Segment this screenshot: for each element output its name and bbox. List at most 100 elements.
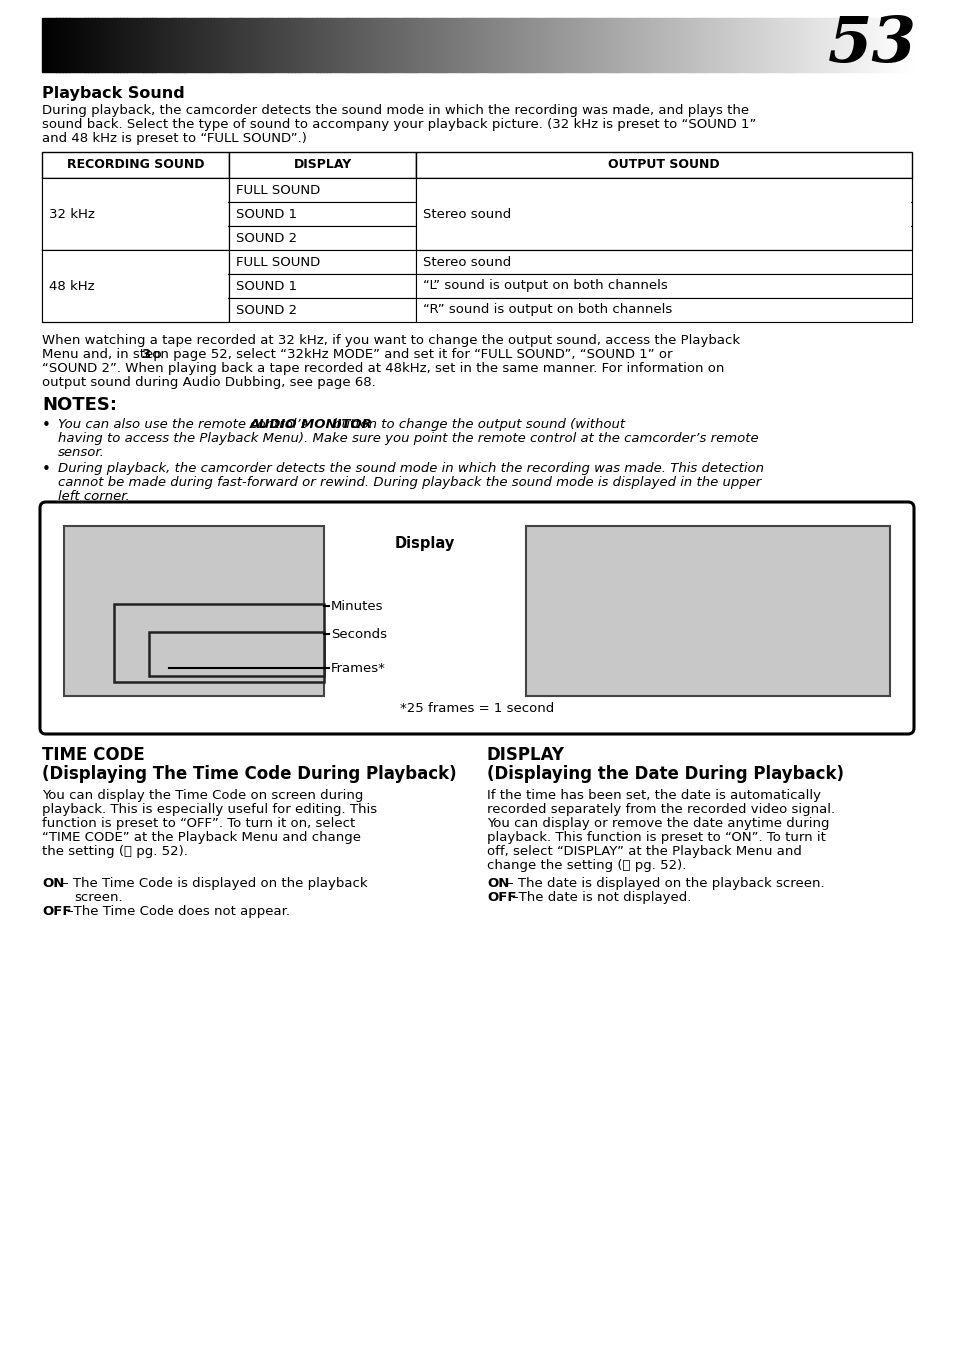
Bar (633, 18, 637, 72)
Bar (746, 18, 749, 72)
Bar (42, 251, 229, 274)
Bar (262, 18, 266, 72)
Text: sound back. Select the type of sound to accompany your playback picture. (32 kHz: sound back. Select the type of sound to … (42, 118, 756, 131)
Text: the setting (⎏ pg. 52).: the setting (⎏ pg. 52). (42, 846, 188, 858)
Text: SOUND 2: SOUND 2 (235, 304, 297, 317)
Bar (876, 18, 880, 72)
Bar (229, 251, 416, 274)
Bar (42, 178, 229, 202)
Text: OFF: OFF (42, 905, 71, 917)
Bar (42, 274, 229, 298)
Bar (65, 18, 69, 72)
Bar (476, 18, 480, 72)
Bar (685, 18, 688, 72)
Bar (627, 18, 631, 72)
Bar (213, 18, 216, 72)
Bar (894, 18, 897, 72)
Bar (760, 18, 763, 72)
Bar (824, 18, 827, 72)
Bar (650, 18, 654, 72)
Text: SOUND 2: SOUND 2 (235, 232, 297, 244)
Text: Frames*: Frames* (331, 661, 385, 675)
Bar (42, 298, 229, 322)
Text: During playback, the camcorder detects the sound mode in which the recording was: During playback, the camcorder detects t… (42, 104, 748, 117)
Text: SOUND 1: SOUND 1 (235, 279, 297, 293)
Bar (613, 18, 616, 72)
Bar (337, 18, 341, 72)
Bar (117, 18, 121, 72)
Bar (552, 18, 556, 72)
Text: FULL SOUND: FULL SOUND (235, 183, 320, 196)
Text: *25 frames = 1 second: *25 frames = 1 second (399, 702, 554, 714)
Bar (268, 18, 272, 72)
Text: OUTPUT SOUND: OUTPUT SOUND (608, 159, 720, 172)
Bar (659, 18, 662, 72)
Bar (390, 18, 393, 72)
Bar (207, 18, 211, 72)
Text: “R” sound is output on both channels: “R” sound is output on both channels (423, 304, 672, 317)
Bar (792, 18, 796, 72)
Bar (442, 18, 445, 72)
Bar (332, 18, 335, 72)
Bar (430, 18, 434, 72)
Bar (885, 18, 888, 72)
Text: Stereo sound: Stereo sound (423, 256, 511, 268)
Bar (363, 18, 367, 72)
Bar (529, 18, 532, 72)
Bar (816, 18, 819, 72)
Bar (459, 18, 462, 72)
Bar (445, 18, 448, 72)
Bar (143, 18, 147, 72)
Bar (462, 18, 465, 72)
Bar (167, 18, 170, 72)
Bar (537, 18, 540, 72)
Bar (580, 18, 584, 72)
Bar (520, 18, 523, 72)
Bar (137, 18, 141, 72)
Bar (187, 18, 191, 72)
Bar (123, 18, 127, 72)
Bar (772, 18, 776, 72)
Bar (743, 18, 746, 72)
Bar (697, 18, 700, 72)
Bar (778, 18, 781, 72)
Bar (395, 18, 398, 72)
Text: “L” sound is output on both channels: “L” sound is output on both channels (423, 279, 667, 293)
Bar (888, 18, 891, 72)
Text: output sound during Audio Dubbing, see page 68.: output sound during Audio Dubbing, see p… (42, 375, 375, 389)
Bar (671, 18, 674, 72)
Bar (867, 18, 871, 72)
Bar (766, 18, 770, 72)
Bar (526, 18, 529, 72)
Bar (210, 18, 213, 72)
Bar (48, 18, 51, 72)
Bar (485, 18, 489, 72)
Text: During playback, the camcorder detects the sound mode in which the recording was: During playback, the camcorder detects t… (58, 462, 763, 476)
Bar (120, 18, 124, 72)
Bar (416, 298, 911, 322)
Bar (813, 18, 816, 72)
Bar (94, 18, 97, 72)
Bar (891, 18, 894, 72)
Bar (149, 631, 324, 676)
Bar (482, 18, 486, 72)
Bar (360, 18, 364, 72)
Bar (546, 18, 550, 72)
Bar (732, 18, 735, 72)
Bar (807, 18, 810, 72)
Bar (900, 18, 902, 72)
Bar (488, 18, 492, 72)
Bar (381, 18, 384, 72)
Text: AUDIO MONITOR: AUDIO MONITOR (250, 417, 373, 431)
Bar (722, 18, 726, 72)
Bar (256, 18, 260, 72)
Bar (795, 18, 799, 72)
Bar (134, 18, 138, 72)
Bar (725, 18, 729, 72)
Bar (789, 18, 793, 72)
Bar (499, 18, 503, 72)
Text: You can display the Time Code on screen during: You can display the Time Code on screen … (42, 789, 363, 802)
Bar (752, 18, 755, 72)
Bar (677, 18, 679, 72)
Bar (42, 251, 229, 322)
